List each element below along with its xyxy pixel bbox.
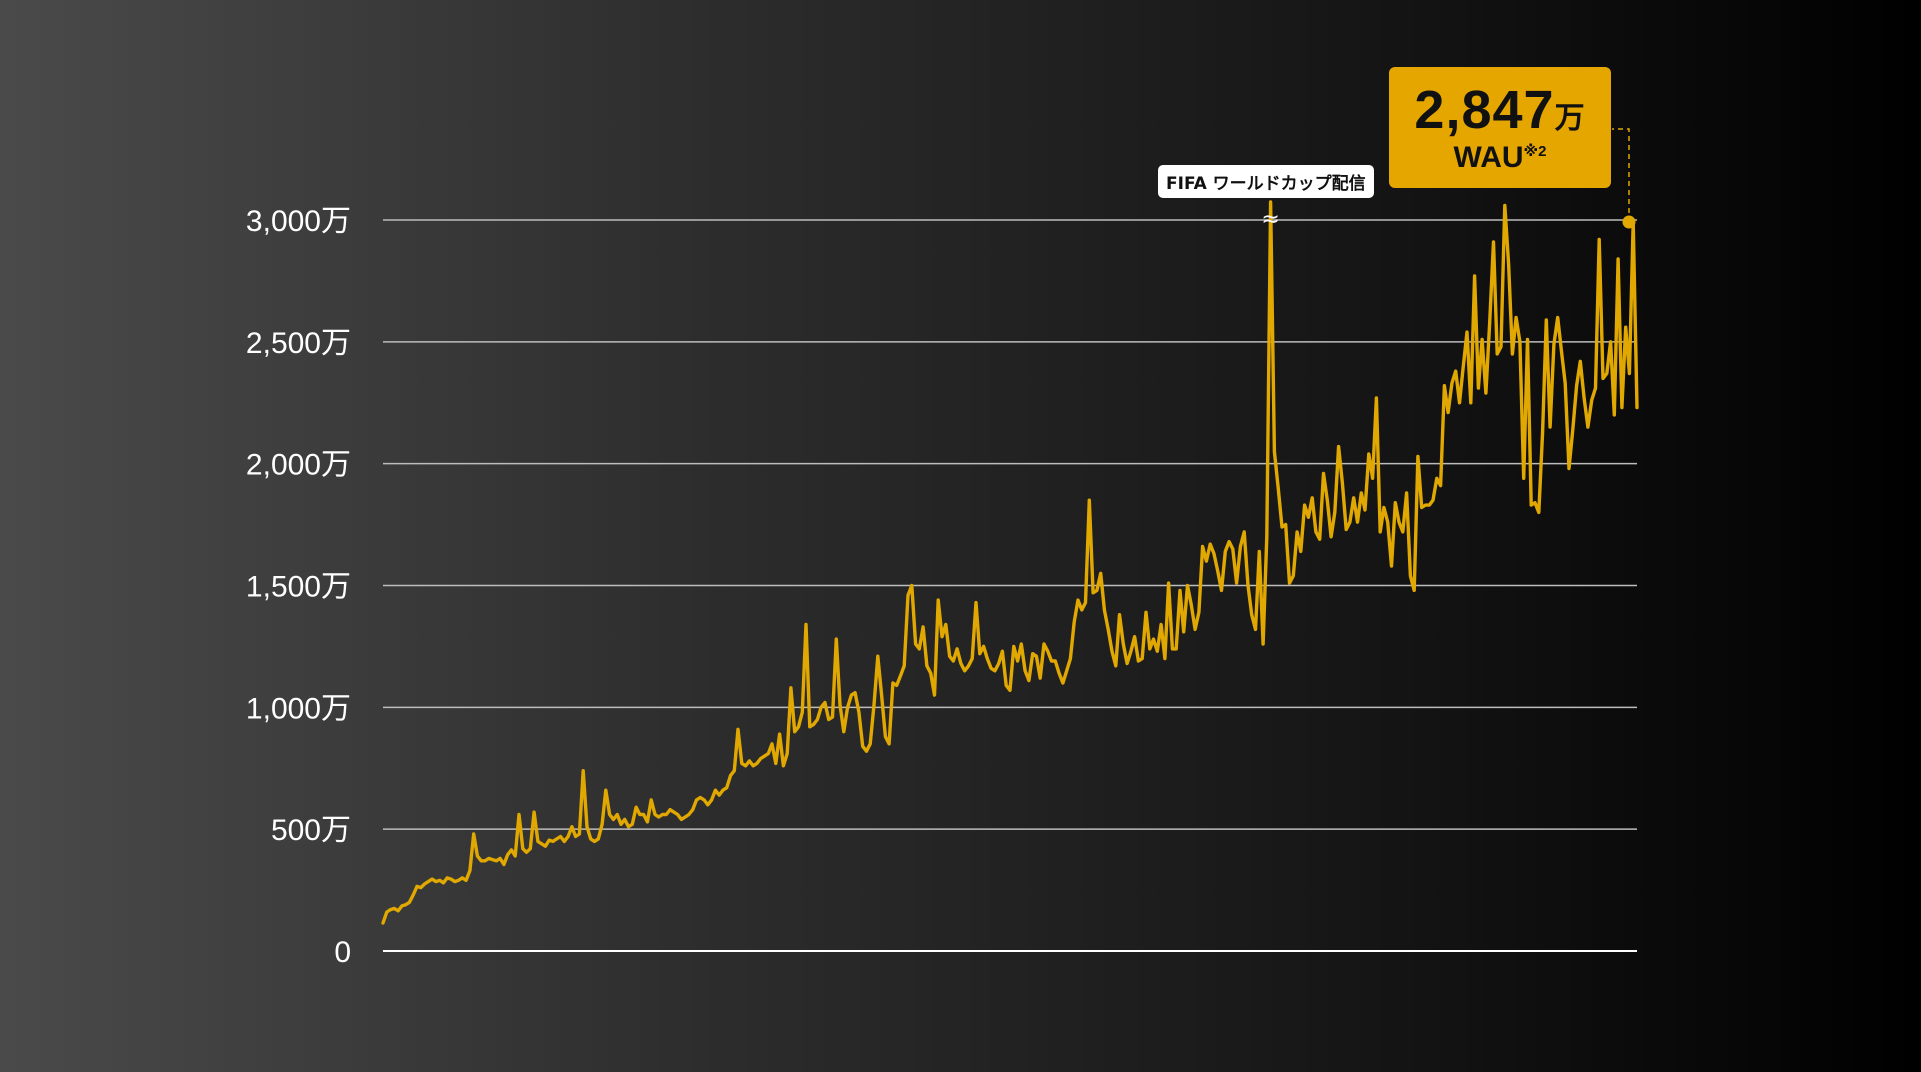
event-tag: FIFA ワールドカップ配信 — [1158, 165, 1374, 198]
axis-break-mark: ≈ — [1261, 207, 1279, 232]
callout-leader-line — [1612, 128, 1630, 222]
y-tick-label: 3,000万 — [246, 205, 351, 238]
series-line — [381, 200, 1639, 925]
y-tick-label: 1,500万 — [246, 571, 351, 604]
callout-note: ※2 — [1523, 142, 1547, 160]
latest-value-callout: 2,847万 WAU※2 — [1389, 67, 1611, 188]
y-tick-label: 1,000万 — [246, 692, 351, 725]
y-tick-label: 2,000万 — [246, 449, 351, 482]
y-tick-label: 0 — [334, 936, 351, 969]
y-tick-label: 2,500万 — [246, 327, 351, 360]
callout-label: WAU※2 — [1453, 140, 1547, 174]
callout-value: 2,847万 — [1414, 79, 1586, 140]
callout-unit: 万 — [1554, 101, 1586, 135]
y-tick-label: 500万 — [271, 814, 351, 847]
